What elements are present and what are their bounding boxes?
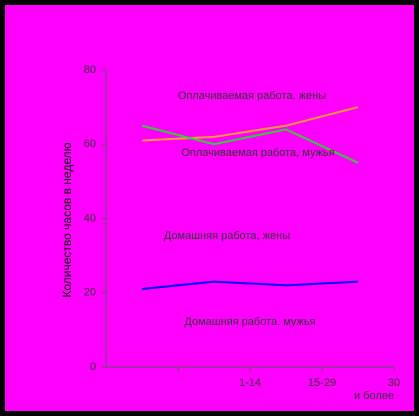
y-tick-label: 20 [84,287,96,299]
line-series [141,124,359,164]
y-tick-label: 40 [84,212,96,224]
line-series [141,106,359,142]
y-axis-label: Количество часов в неделю [60,142,74,297]
y-tick-label: 60 [84,138,96,150]
annotation: Оплачиваемая работа, жены [178,90,326,102]
x-tick-label: 15-29 [308,377,336,389]
y-tick-label: 80 [84,64,96,76]
line-series [141,280,359,291]
background [5,5,414,411]
annotation: Домашняя работа, мужья [184,316,315,328]
y-tick-label: 0 [90,361,96,373]
annotation: Оплачиваемая работа, мужья [181,147,334,159]
annotation: Домашняя работа, жены [164,230,290,242]
x-tick-label: 30 и более [354,377,400,402]
x-tick-label: 1-14 [239,377,261,389]
